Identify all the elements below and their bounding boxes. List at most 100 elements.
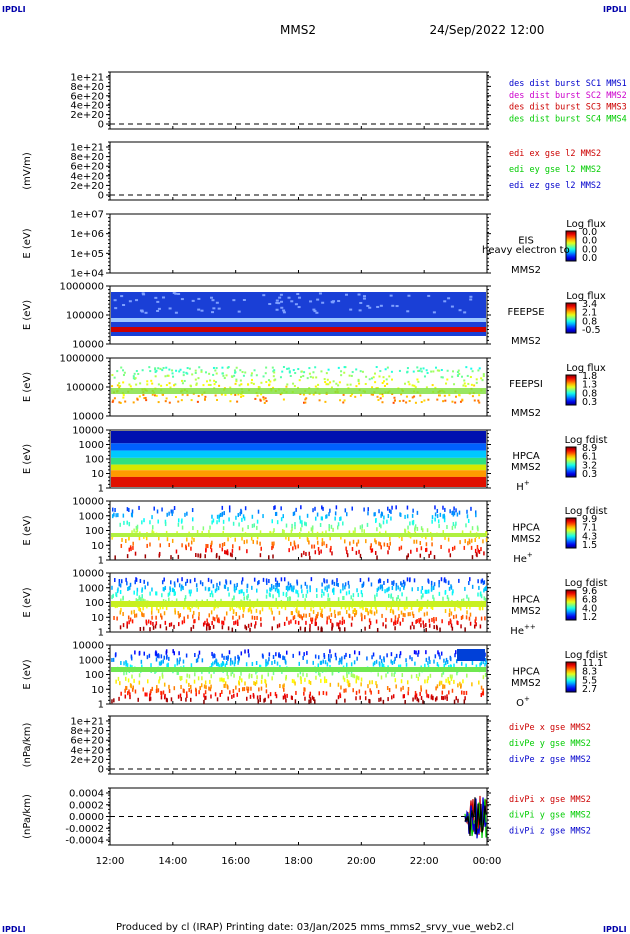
heatmap-cell [168,591,171,596]
heatmap-cell [214,654,216,659]
heatmap-cell [256,519,259,524]
heatmap-cell [478,367,481,370]
heatmap-cell [229,607,231,612]
heatmap-cell [201,582,204,587]
heatmap-cell [440,368,443,371]
heatmap-cell [333,609,336,614]
heatmap-cell [337,384,340,387]
heatmap-cell [267,379,270,382]
heatmap-cell [414,386,417,389]
heatmap-cell [291,678,294,683]
heatmap-cell [279,293,283,296]
heatmap-cell [475,381,478,384]
heatmap-cell [355,368,358,371]
heatmap-cell [282,398,285,401]
heatmap-cell [291,611,294,616]
heatmap-cell [419,553,422,558]
heatmap-cell [240,383,243,386]
heatmap-cell [319,660,322,665]
heatmap-cell [281,370,284,373]
heatmap-cell [299,393,302,396]
legend-entry-edi: edi ez gse l2 MMS2 [509,181,601,191]
y-axis-label-edi: (mV/m) [22,152,33,190]
heatmap-cell [277,588,280,593]
heatmap-cell [336,622,338,627]
heatmap-cell [361,593,364,598]
heatmap-cell [286,616,288,621]
heatmap-cell [159,605,162,610]
heatmap-cell [420,526,423,531]
heatmap-cell [411,621,414,626]
heatmap-cell [250,686,252,691]
heatmap-cell [262,375,265,378]
heatmap-cell [198,650,201,655]
heatmap-cell [135,525,138,530]
heatmap-cell [424,589,427,594]
heatmap-cell [249,606,252,611]
heatmap-cell [342,675,345,680]
heatmap-cell [231,605,233,610]
heatmap-cell [223,542,226,547]
heatmap-cell [299,675,302,680]
heatmap-cell [342,586,344,591]
heatmap-cell [357,378,360,381]
heatmap-cell [160,695,163,700]
heatmap-cell [244,649,246,654]
heatmap-cell [289,583,292,588]
heatmap-cell [207,622,209,627]
heatmap-cell [276,605,279,610]
heatmap-cell [181,379,184,382]
heatmap-cell [461,614,464,619]
heatmap-cell [423,375,426,378]
heatmap-cell [242,613,244,618]
heatmap-cell [308,694,311,699]
heatmap-cell [353,660,356,665]
heatmap-cell [159,367,162,370]
heatmap-cell [420,685,422,690]
heatmap-cell [403,694,405,699]
heatmap-cell [225,374,228,377]
heatmap-cell [467,541,469,546]
heatmap-cell [139,382,142,385]
heatmap-cell [425,386,428,389]
heatmap-cell [396,597,398,602]
heatmap-cell [189,579,192,584]
heatmap-cell [482,580,485,585]
heatmap-cell [151,530,153,535]
heatmap-cell [260,622,262,627]
heatmap-cell [409,521,411,526]
heatmap-cell [229,661,232,666]
heatmap-cell [203,693,205,698]
heatmap-cell [452,512,455,517]
heatmap-cell [204,586,207,591]
heatmap-cell [246,696,248,701]
heatmap-cell [209,625,211,630]
heatmap-cell [301,589,303,594]
heatmap-cell [471,661,474,666]
heatmap-cell [160,613,162,618]
heatmap-cell [212,624,215,629]
heatmap-cell [450,611,453,616]
heatmap-cell [276,580,279,585]
heatmap-cell [139,597,142,602]
heatmap-cell [193,619,195,624]
heatmap-cell [428,623,431,628]
heatmap-cell [143,613,145,618]
heatmap-cell [283,577,286,582]
heatmap-cell [279,683,281,688]
heatmap-cell [259,664,262,669]
heatmap-cell [369,688,371,693]
heatmap-cell [129,683,132,688]
heatmap-cell [177,694,180,699]
heatmap-cell [114,307,118,310]
heatmap-cell [176,661,179,666]
heatmap-cell [119,401,122,404]
heatmap-cell [375,605,377,610]
heatmap-cell [401,537,403,542]
heatmap-cell [158,679,160,684]
heatmap-cell [332,380,335,383]
heatmap-cell [237,658,240,663]
heatmap-cell [131,509,134,514]
heatmap-cell [256,394,259,397]
heatmap-cell [166,654,168,659]
